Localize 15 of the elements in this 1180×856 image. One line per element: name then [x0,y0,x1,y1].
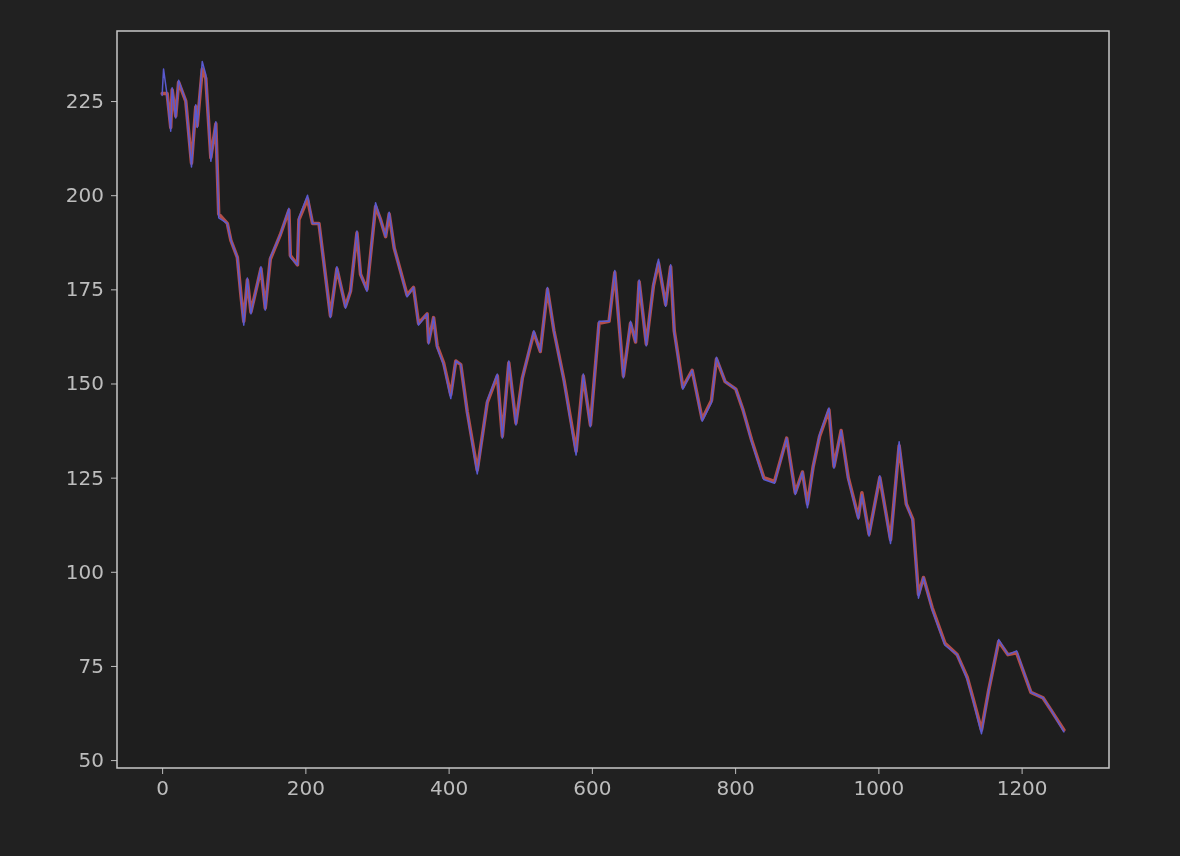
x-tick-label: 0 [156,776,169,801]
x-tick-label: 1200 [996,776,1048,801]
y-tick-label: 100 [65,559,104,584]
x-tick-label: 800 [716,776,755,801]
x-tick-label: 1000 [853,776,905,801]
y-tick-label: 50 [78,747,104,772]
y-tick-label: 175 [65,277,104,302]
y-tick-label: 225 [65,88,104,113]
x-tick-label: 600 [573,776,612,801]
y-tick-label: 125 [65,465,104,490]
y-tick-label: 150 [65,371,104,396]
y-tick-label: 200 [65,183,104,208]
y-tick-label: 75 [78,653,104,678]
x-tick-label: 200 [286,776,325,801]
x-tick-label: 400 [430,776,469,801]
